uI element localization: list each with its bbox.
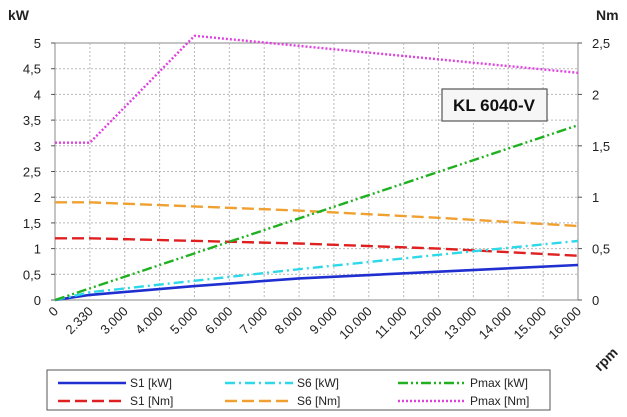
series-line-s6-kw — [54, 239, 579, 302]
left-tick-label: 1,5 — [23, 216, 41, 231]
left-tick-label: 1 — [34, 242, 41, 257]
x-tick-label: 6.000 — [202, 304, 236, 338]
left-tick-label: 0,5 — [23, 267, 41, 282]
right-tick-label: 2 — [592, 87, 599, 102]
x-tick-label: 14.000 — [476, 304, 515, 343]
x-tick-label: 10.000 — [336, 304, 375, 343]
left-tick-label: 4 — [34, 87, 41, 102]
left-tick-label: 2,5 — [23, 165, 41, 180]
left-tick-label: 3,5 — [23, 113, 41, 128]
grid-lines — [51, 42, 582, 301]
right-tick-label: 0 — [592, 293, 599, 308]
x-tick-label: 13.000 — [441, 304, 480, 343]
x-tick-label: 11.000 — [372, 304, 410, 342]
x-tick-label: 4.000 — [132, 304, 166, 338]
left-tick-label: 3 — [34, 139, 41, 154]
x-tick-label: 12.000 — [406, 304, 445, 343]
series-line-s1-kw — [54, 263, 579, 302]
x-tick-label: 5.000 — [167, 304, 201, 338]
left-tick-label: 5 — [34, 36, 41, 51]
right-tick-label: 2,5 — [592, 36, 610, 51]
x-tick-label: 2.330 — [62, 304, 96, 338]
left-tick-label: 0 — [34, 293, 41, 308]
legend-label: S1 [kW] — [130, 376, 172, 390]
series-line-s1-nm — [55, 237, 579, 257]
x-tick-label: 7.000 — [237, 304, 271, 338]
legend-label: Pmax [Nm] — [470, 394, 529, 408]
x-tick-label: 15.000 — [511, 304, 550, 343]
left-tick-label: 2 — [34, 190, 41, 205]
right-tick-label: 1,5 — [592, 139, 610, 154]
legend-label: S1 [Nm] — [130, 394, 173, 408]
model-label: KL 6040-V — [453, 96, 536, 115]
series-line-pmax-nm — [55, 34, 579, 144]
legend-label: S6 [Nm] — [297, 394, 340, 408]
right-tick-label: 0,5 — [592, 242, 610, 257]
legend: S1 [kW] S6 [kW] Pmax [kW] S1 [Nm] S6 [Nm] Pma… — [46, 369, 551, 411]
legend-label: S6 [kW] — [297, 376, 339, 390]
left-tick-label: 4,5 — [23, 62, 41, 77]
model-label-box: KL 6040-V — [441, 88, 548, 122]
right-tick-label: 1 — [592, 190, 599, 205]
x-axis-unit: rpm — [591, 344, 621, 374]
legend-label: Pmax [kW] — [470, 376, 528, 390]
series-layer — [54, 34, 579, 302]
x-tick-label: 16.000 — [545, 304, 584, 343]
right-axis-unit: Nm — [596, 7, 619, 23]
x-tick-label: 8.000 — [272, 304, 306, 338]
x-tick-label: 0 — [45, 304, 61, 320]
left-axis-unit: kW — [8, 7, 30, 23]
x-tick-label: 9.000 — [306, 304, 340, 338]
x-tick-label: 3.000 — [97, 304, 131, 338]
series-line-s6-nm — [55, 201, 579, 228]
